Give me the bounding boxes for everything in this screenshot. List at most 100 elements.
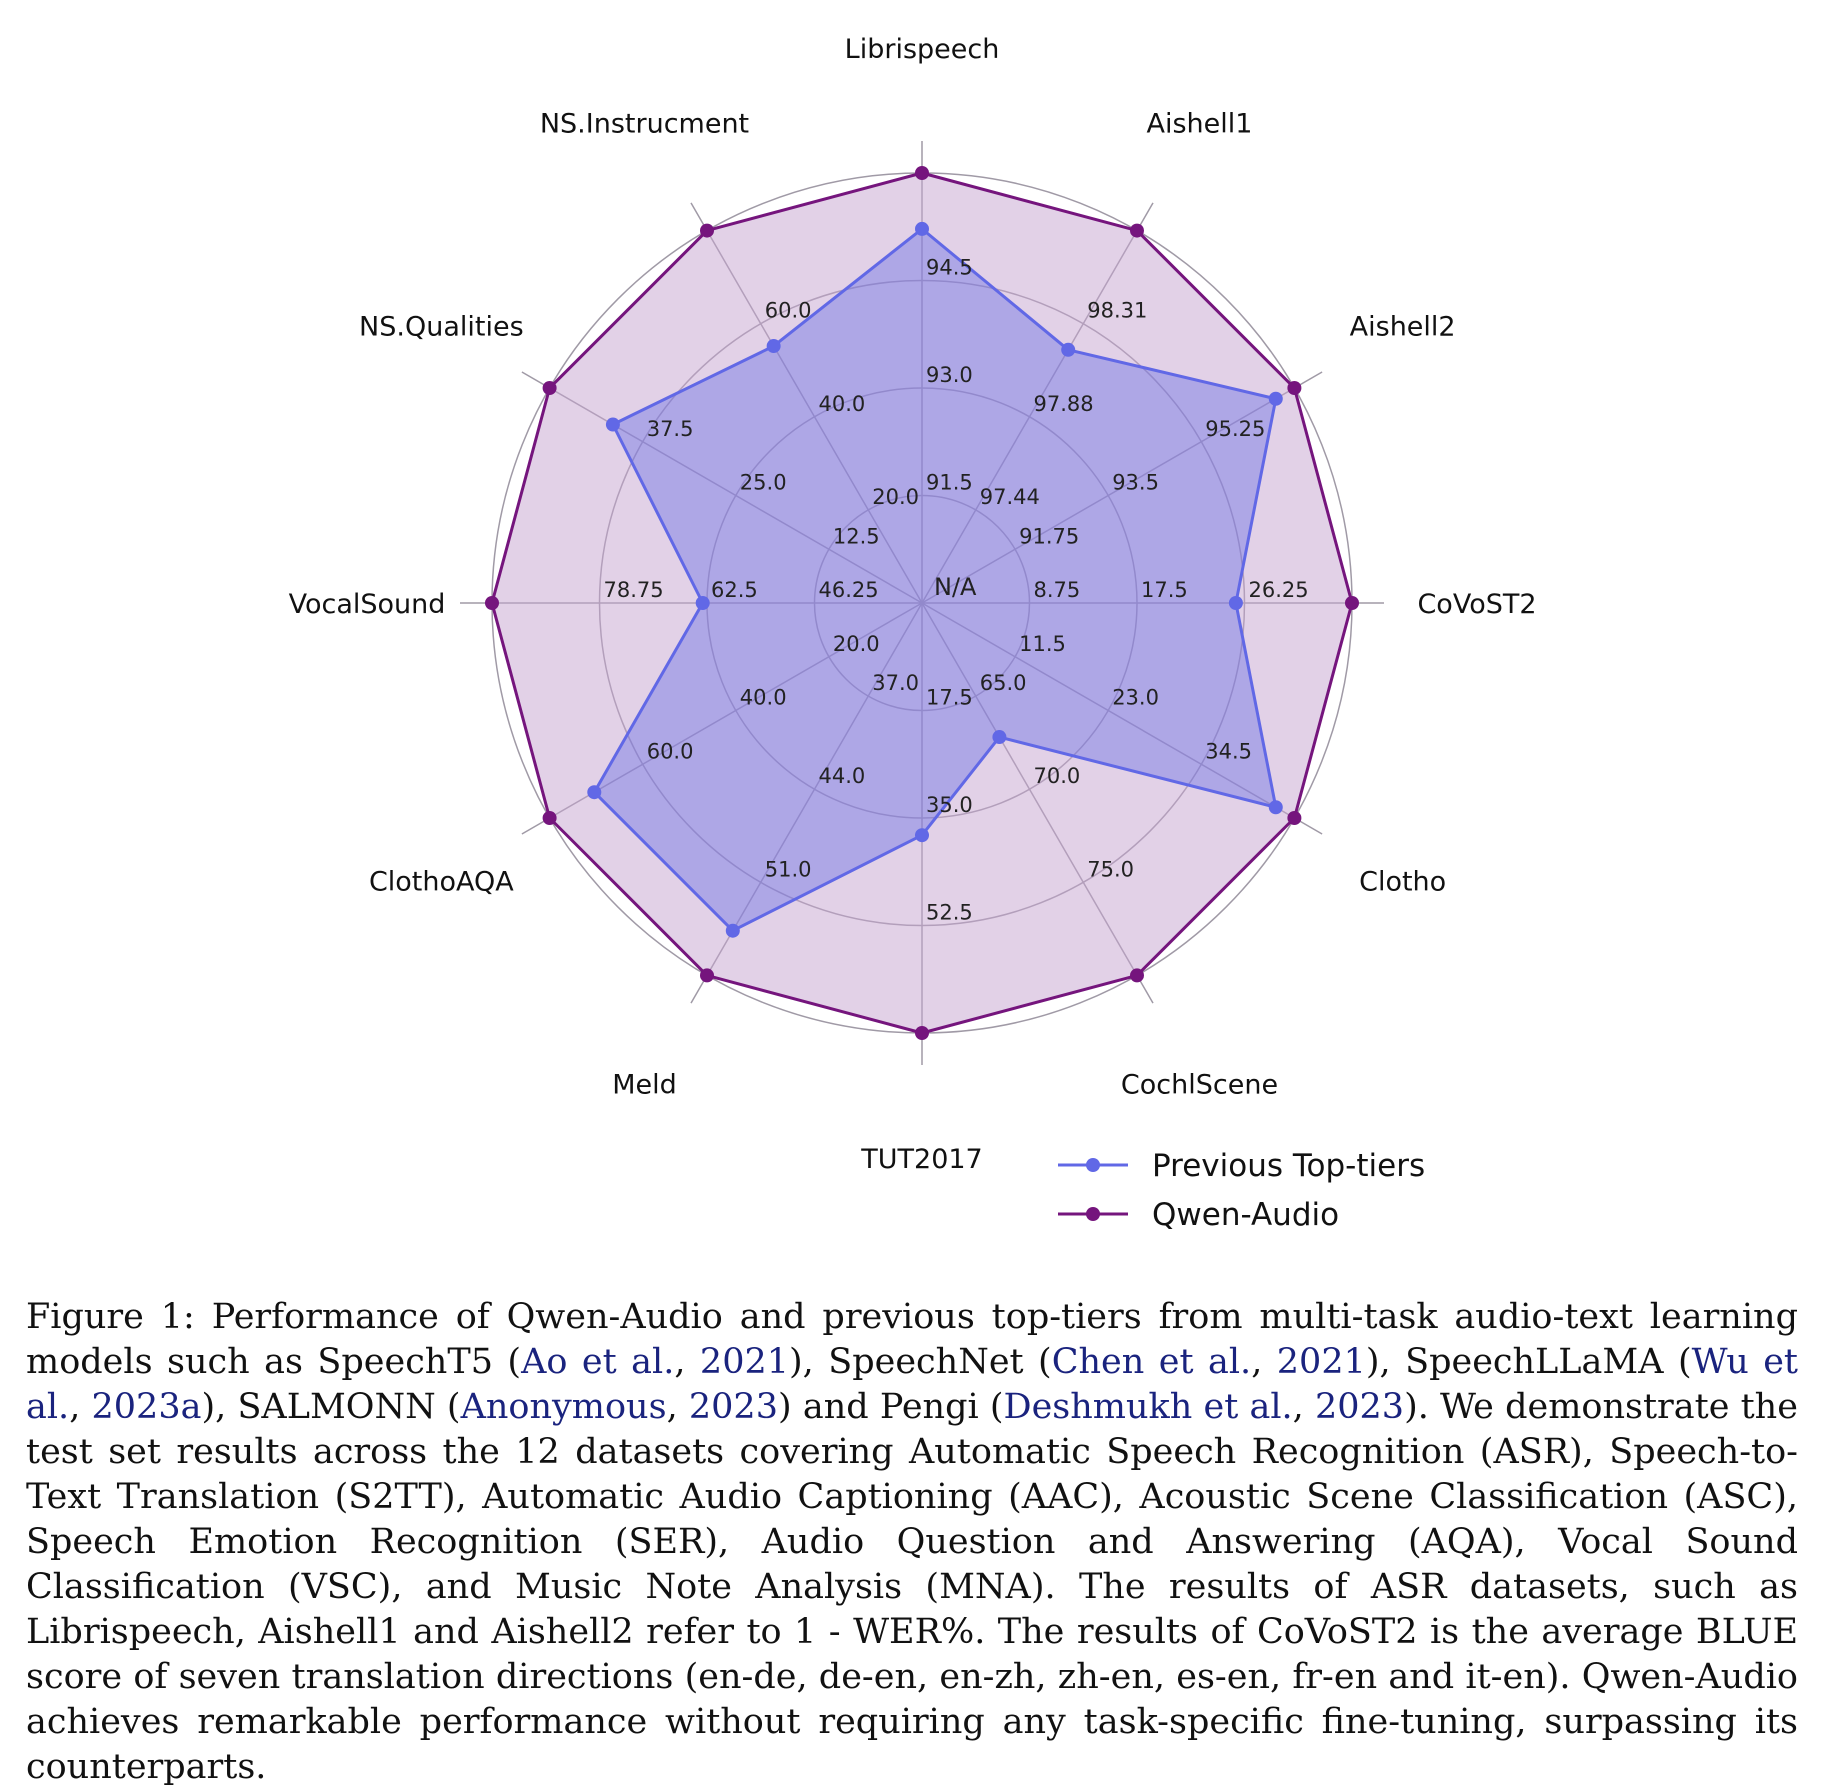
citation-year-link[interactable]: 2023a xyxy=(91,1387,202,1427)
tick-label: 60.0 xyxy=(765,299,812,323)
tick-label: 60.0 xyxy=(647,739,694,763)
data-point xyxy=(1061,342,1076,357)
tick-label: 78.75 xyxy=(604,578,664,602)
data-point xyxy=(587,785,602,800)
citation-link[interactable]: Chen et al. xyxy=(1051,1342,1252,1382)
data-point xyxy=(700,223,714,238)
tick-label: 75.0 xyxy=(1087,857,1134,881)
axis-label: Aishell2 xyxy=(1350,312,1456,343)
data-point xyxy=(1345,596,1359,610)
tick-label: 34.5 xyxy=(1205,739,1252,763)
caption-text: ). We demonstrate the test set results a… xyxy=(26,1387,1798,1787)
tick-label: 97.44 xyxy=(980,485,1040,509)
tick-label: 94.5 xyxy=(926,256,973,280)
tick-label: 35.0 xyxy=(926,793,973,817)
series-area xyxy=(492,173,1352,1033)
data-point xyxy=(695,596,710,610)
series-area xyxy=(594,228,1276,931)
legend: Previous Top-tiers Qwen-Audio xyxy=(1058,1148,1425,1233)
data-point xyxy=(1287,811,1302,825)
radar-chart: 91.5 93.0 94.5 97.44 97.88 98.31 91.75 93.5 95.2… xyxy=(289,34,1537,1233)
caption-text: ), SALMONN ( xyxy=(201,1387,461,1427)
data-point xyxy=(992,730,1007,745)
axis-label: Meld xyxy=(612,1070,677,1101)
legend-marker-previous-top-tiers xyxy=(1086,1158,1100,1172)
citation-link[interactable]: Deshmukh et al. xyxy=(1003,1387,1293,1427)
axis-label: CochlScene xyxy=(1121,1070,1278,1101)
tick-label: 23.0 xyxy=(1112,686,1159,710)
data-point xyxy=(915,166,929,180)
citation-year-link[interactable]: 2023 xyxy=(1315,1387,1405,1427)
data-point xyxy=(1130,223,1144,238)
data-point xyxy=(1287,381,1302,395)
radar-fills xyxy=(492,173,1352,1033)
axis-label: VocalSound xyxy=(289,589,446,620)
axis-label: Clotho xyxy=(1359,867,1446,898)
citation-link[interactable]: Anonymous xyxy=(460,1387,667,1427)
citation-year-link[interactable]: 2023 xyxy=(688,1387,778,1427)
tick-label: 51.0 xyxy=(765,857,812,881)
data-point xyxy=(1228,596,1243,610)
axis-label: CoVoST2 xyxy=(1417,589,1536,620)
tick-label: 97.88 xyxy=(1034,392,1094,416)
tick-label: 70.0 xyxy=(1034,764,1081,788)
citation-year-link[interactable]: 2021 xyxy=(1276,1342,1366,1382)
data-point xyxy=(542,811,557,825)
data-point xyxy=(915,221,929,236)
tick-label: 93.0 xyxy=(926,363,973,387)
tick-label: 91.75 xyxy=(1019,524,1079,548)
tick-label: 20.0 xyxy=(833,632,880,656)
tick-label: 17.5 xyxy=(1141,578,1188,602)
data-point xyxy=(915,828,929,843)
tick-label: 98.31 xyxy=(1087,299,1147,323)
caption-prefix: Figure 1: xyxy=(26,1297,195,1337)
data-point xyxy=(1130,968,1144,983)
axis-label: ClothoAQA xyxy=(369,867,514,898)
tick-label: 40.0 xyxy=(819,392,866,416)
tick-label: 62.5 xyxy=(711,578,758,602)
legend-label-qwen-audio: Qwen-Audio xyxy=(1152,1197,1339,1233)
radar-series xyxy=(485,166,1359,1040)
tick-label: 65.0 xyxy=(980,671,1027,695)
caption-text: ) and Pengi ( xyxy=(777,1387,1004,1427)
data-point xyxy=(766,339,781,354)
data-point xyxy=(1268,391,1283,406)
legend-marker-qwen-audio xyxy=(1086,1207,1100,1221)
tick-label: 17.5 xyxy=(926,686,973,710)
tick-label: 52.5 xyxy=(926,901,973,925)
legend-label-previous-top-tiers: Previous Top-tiers xyxy=(1152,1148,1425,1184)
tick-label: 40.0 xyxy=(740,686,787,710)
data-point xyxy=(485,596,499,610)
tick-label: 91.5 xyxy=(926,471,973,495)
axis-label: Librispeech xyxy=(845,34,1000,65)
tick-label: 25.0 xyxy=(740,471,787,495)
tick-label: 93.5 xyxy=(1112,471,1159,495)
citation-year-link[interactable]: 2021 xyxy=(699,1342,789,1382)
data-point xyxy=(700,968,714,983)
tick-label: 37.5 xyxy=(647,417,694,441)
tick-label: 95.25 xyxy=(1205,417,1265,441)
tick-label: 8.75 xyxy=(1034,578,1081,602)
data-point xyxy=(1268,800,1283,815)
axis-label: TUT2017 xyxy=(860,1144,982,1175)
axis-label: NS.Qualities xyxy=(359,312,524,343)
radar-tick-labels: 91.5 93.0 94.5 97.44 97.88 98.31 91.75 93.5 95.2… xyxy=(604,256,1309,925)
caption-text: ), SpeechNet ( xyxy=(789,1342,1052,1382)
tick-label: 12.5 xyxy=(833,524,880,548)
citation-link[interactable]: Ao et al. xyxy=(521,1342,675,1382)
axis-label: NS.Instrucment xyxy=(540,108,749,139)
tick-label: 44.0 xyxy=(819,764,866,788)
caption-text: ), SpeechLLaMA ( xyxy=(1365,1342,1692,1382)
tick-label: 11.5 xyxy=(1019,632,1066,656)
radar-axis-labels: Librispeech Aishell1 Aishell2 CoVoST2 Clotho… xyxy=(289,34,1537,1175)
tick-label: 46.25 xyxy=(819,578,879,602)
axis-label: Aishell1 xyxy=(1147,108,1253,139)
figure-caption: Figure 1: Performance of Qwen-Audio and … xyxy=(26,1297,1798,1787)
caption-text: Performance of Qwen-Audio and previous t… xyxy=(26,1297,1798,1382)
tick-label: 26.25 xyxy=(1249,578,1309,602)
citation-link[interactable]: Wu et al. xyxy=(26,1342,1798,1427)
data-point xyxy=(542,381,557,395)
tick-label: 20.0 xyxy=(872,485,919,509)
center-label: N/A xyxy=(934,573,977,601)
data-point xyxy=(915,1026,929,1040)
